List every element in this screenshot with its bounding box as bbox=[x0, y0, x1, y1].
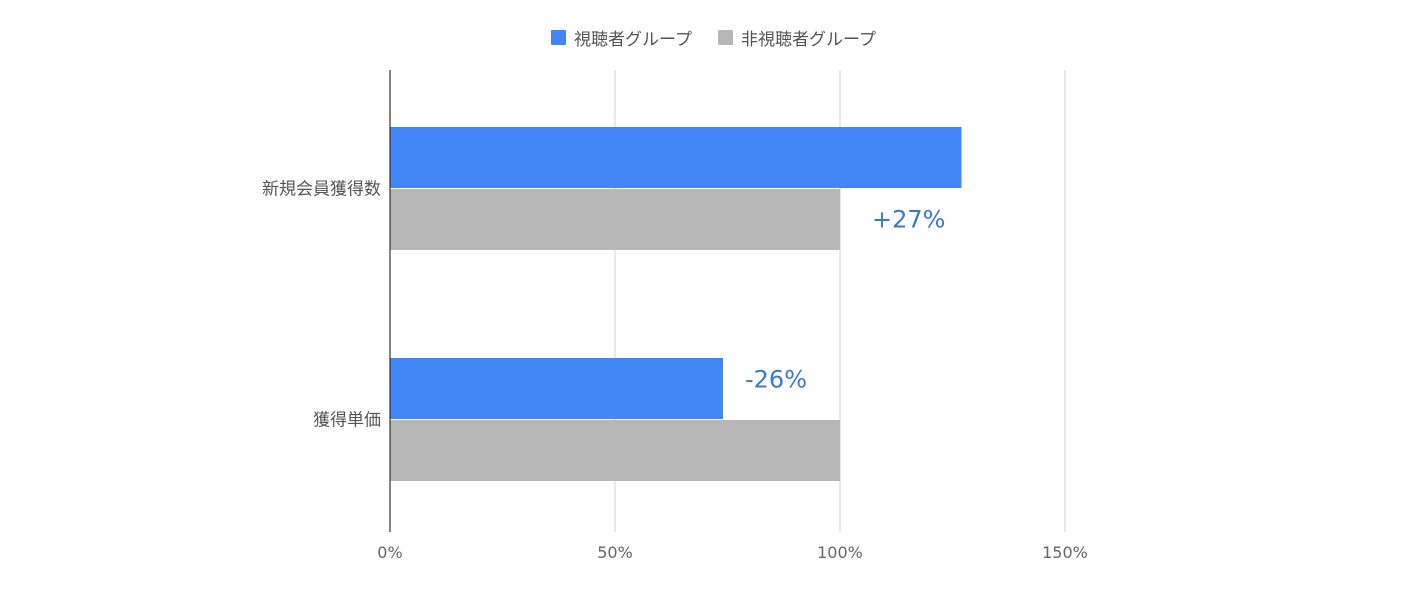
legend-swatch-non-viewers bbox=[718, 29, 733, 45]
x-tick-label: 150% bbox=[1042, 543, 1088, 562]
legend-swatch-viewers bbox=[551, 29, 567, 45]
bar-annotation: -26% bbox=[745, 366, 807, 394]
legend-label-non-viewers: 非視聴者グループ bbox=[741, 29, 876, 50]
bars bbox=[390, 127, 962, 481]
legend-label-viewers: 視聴者グループ bbox=[574, 29, 692, 50]
category-label: 獲得単価 bbox=[313, 411, 381, 431]
x-tick-label: 100% bbox=[817, 543, 863, 562]
legend-item-viewers: 視聴者グループ bbox=[551, 25, 692, 50]
legend-item-non-viewers: 非視聴者グループ bbox=[718, 25, 876, 50]
x-tick-labels: 0% 50% 100% 150% bbox=[377, 543, 1088, 562]
x-tick-label: 0% bbox=[377, 543, 402, 562]
annotations: +27% -26% bbox=[745, 206, 945, 394]
bar-non-viewers bbox=[390, 189, 840, 250]
category-label: 新規会員獲得数 bbox=[262, 180, 381, 200]
bar-annotation: +27% bbox=[872, 206, 945, 234]
bar-viewers bbox=[390, 127, 962, 188]
chart-legend: 視聴者グループ 非視聴者グループ bbox=[0, 22, 1427, 52]
bar-non-viewers bbox=[390, 420, 840, 481]
bar-viewers bbox=[390, 358, 723, 419]
x-tick-label: 50% bbox=[597, 543, 633, 562]
